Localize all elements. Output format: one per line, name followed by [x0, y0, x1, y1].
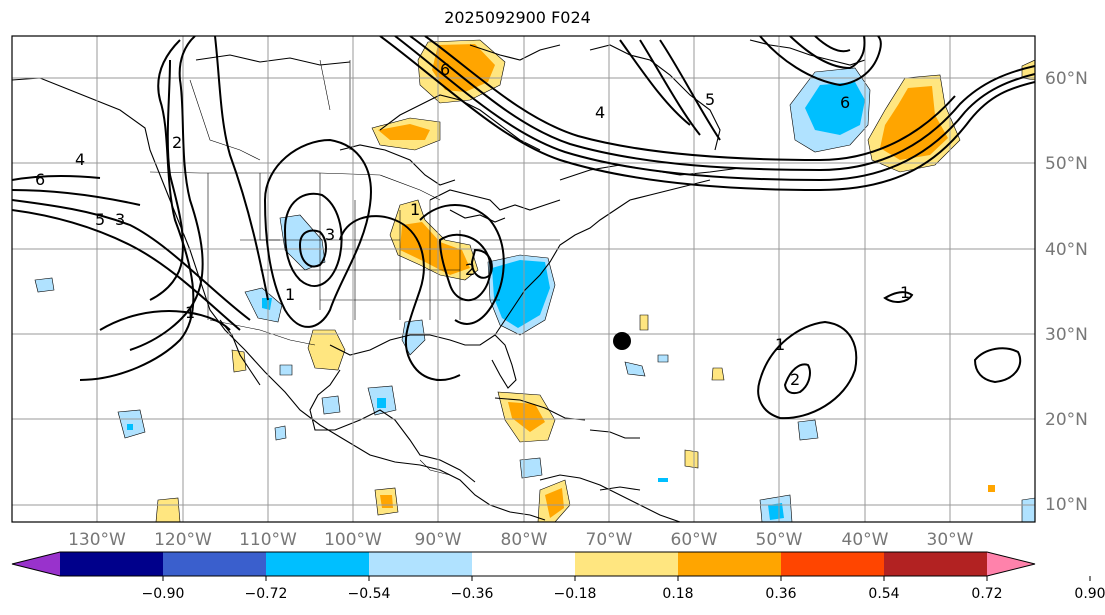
lon-label: 120°W [154, 530, 212, 550]
colorbar-tick-label: 0.54 [868, 586, 899, 602]
contour-label: 1 [410, 200, 420, 219]
lon-label: 130°W [68, 530, 126, 550]
contour-label: 5 [705, 90, 715, 109]
lat-label: 10°N [1045, 495, 1088, 515]
colorbar-bin [884, 552, 988, 576]
colorbar-bin [163, 552, 267, 576]
lat-label: 40°N [1045, 240, 1088, 260]
contour-label: 2 [465, 260, 475, 279]
map-title: 2025092900 F024 [444, 8, 591, 27]
lat-axis: 60°N 50°N 40°N 30°N 20°N 10°N [1045, 69, 1088, 515]
colorbar: −0.90 −0.72 −0.54 −0.36 −0.18 0.18 0.36 0.54 0.7… [11, 551, 1105, 602]
storm-center-marker [613, 332, 631, 350]
contour-label: 6 [35, 170, 45, 189]
contour-label: 2 [172, 133, 182, 152]
colorbar-tick-label: −0.54 [348, 586, 391, 602]
colorbar-bin [678, 552, 782, 576]
colorbar-extend-low [12, 552, 60, 576]
lon-label: 90°W [415, 530, 462, 550]
contour-label: 2 [790, 370, 800, 389]
contour-label: 1 [900, 283, 910, 302]
contour-label: 5 [95, 210, 105, 229]
lat-label: 60°N [1045, 69, 1088, 89]
colorbar-tick-label: 0.18 [662, 586, 693, 602]
colorbar-tick-label: −0.90 [142, 586, 185, 602]
lon-label: 30°W [927, 530, 974, 550]
contour-label: 4 [75, 150, 85, 169]
map-frame [11, 35, 1036, 523]
colorbar-tick-label: −0.18 [554, 586, 597, 602]
lon-label: 60°W [671, 530, 718, 550]
colorbar-bin [575, 552, 679, 576]
lon-label: 40°W [842, 530, 889, 550]
colorbar-tick-label: 0.72 [971, 586, 1002, 602]
colorbar-bin [60, 552, 164, 576]
colorbar-tick-label: 0.90 [1074, 586, 1105, 602]
contour-labels: 6 5 4 3 2 1 6 5 4 3 2 1 1 1 2 6 1 [35, 60, 910, 389]
lon-label: 100°W [324, 530, 382, 550]
colorbar-tick-label: −0.36 [451, 586, 494, 602]
colorbar-bin [472, 552, 576, 576]
colorbar-bin [266, 552, 370, 576]
lat-label: 50°N [1045, 154, 1088, 174]
contour-label: 1 [185, 303, 195, 322]
contour-label: 1 [775, 335, 785, 354]
contour-label: 6 [440, 60, 450, 79]
colorbar-bin [781, 552, 885, 576]
lon-label: 80°W [501, 530, 548, 550]
contour-label: 6 [840, 93, 850, 112]
lat-label: 20°N [1045, 410, 1088, 430]
lon-axis: 130°W 120°W 110°W 100°W 90°W 80°W 70°W 6… [68, 530, 974, 550]
colorbar-bin [369, 552, 473, 576]
colorbar-outline [11, 551, 1036, 577]
contour-label: 1 [285, 285, 295, 304]
contour-label: 4 [595, 103, 605, 122]
colorbar-tick-label: −0.72 [245, 586, 288, 602]
borders [149, 59, 560, 476]
contour-label: 3 [325, 225, 335, 244]
lon-label: 110°W [239, 530, 297, 550]
contour-label: 3 [115, 210, 125, 229]
contours [12, 36, 1035, 420]
lat-label: 30°N [1045, 325, 1088, 345]
colorbar-extend-high [987, 552, 1035, 576]
colorbar-tick-label: 0.36 [765, 586, 796, 602]
lon-label: 70°W [586, 530, 633, 550]
lon-label: 50°W [756, 530, 803, 550]
